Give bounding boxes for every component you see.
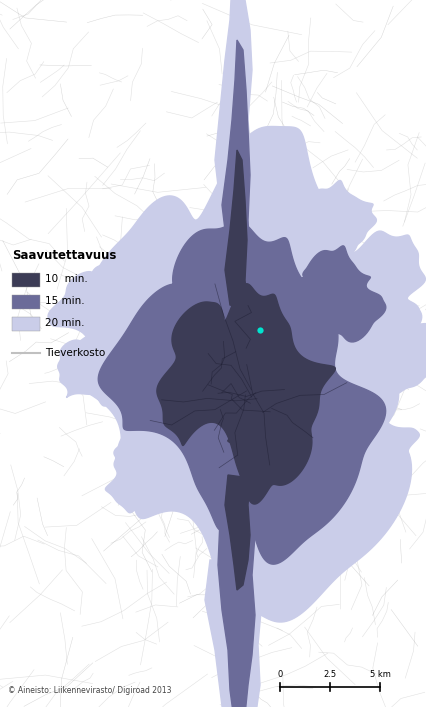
Text: Saavutettavuus: Saavutettavuus (12, 249, 116, 262)
Polygon shape (288, 180, 375, 257)
Polygon shape (296, 404, 418, 501)
Polygon shape (98, 222, 385, 564)
Polygon shape (58, 328, 154, 406)
Polygon shape (308, 231, 424, 354)
Polygon shape (156, 284, 334, 504)
Text: © Aineisto: Liikennevirasto/ Digiroad 2013: © Aineisto: Liikennevirasto/ Digiroad 20… (8, 686, 171, 695)
Polygon shape (215, 0, 254, 220)
Polygon shape (218, 515, 254, 707)
Polygon shape (222, 40, 249, 260)
Polygon shape (70, 127, 411, 622)
Polygon shape (105, 427, 196, 513)
Text: 0: 0 (277, 670, 282, 679)
Polygon shape (201, 322, 245, 360)
Polygon shape (286, 246, 385, 342)
Text: 5 km: 5 km (368, 670, 389, 679)
Text: 10  min.: 10 min. (45, 274, 88, 284)
Bar (12, 273, 40, 287)
Polygon shape (249, 345, 285, 372)
Polygon shape (279, 398, 363, 461)
Polygon shape (340, 310, 426, 394)
Polygon shape (225, 475, 249, 590)
Polygon shape (204, 560, 262, 707)
Polygon shape (227, 427, 261, 452)
Text: 15 min.: 15 min. (45, 296, 84, 306)
Text: 2.5: 2.5 (322, 670, 336, 679)
Text: 20 min.: 20 min. (45, 318, 84, 328)
Bar (12, 317, 40, 331)
Polygon shape (225, 150, 248, 310)
Text: Tieverkosto: Tieverkosto (45, 348, 105, 358)
Polygon shape (48, 262, 177, 361)
Bar (12, 295, 40, 309)
